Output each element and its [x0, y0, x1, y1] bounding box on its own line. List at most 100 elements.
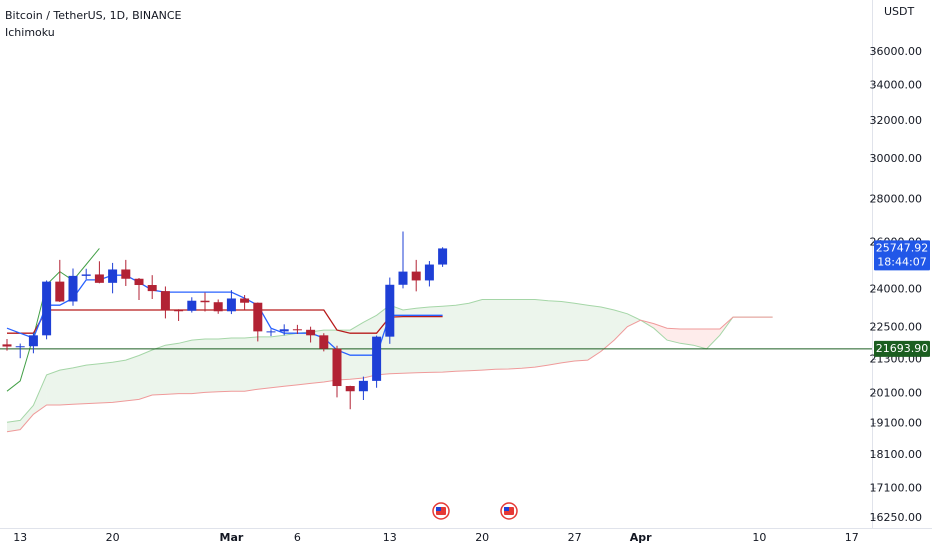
candle-body: [292, 329, 302, 331]
candle-body: [358, 380, 368, 392]
cloud: [482, 299, 496, 371]
event-icons[interactable]: [432, 502, 518, 520]
candle-body: [147, 285, 157, 292]
candle-body: [240, 298, 250, 303]
price-line-label: 21693.90: [876, 342, 929, 355]
cloud: [601, 307, 615, 352]
y-tick-label: 34000.00: [870, 78, 923, 91]
cloud-layer: [7, 299, 733, 432]
x-tick-label: 20: [106, 531, 120, 544]
candle-body: [424, 264, 434, 281]
cloud: [429, 306, 443, 373]
candle-body: [28, 335, 38, 347]
candle-body: [279, 329, 289, 332]
cloud: [535, 299, 549, 368]
candle-body: [345, 386, 355, 392]
cloud: [587, 305, 601, 361]
cloud: [205, 339, 219, 393]
cloud: [561, 301, 575, 363]
candle-body: [134, 278, 144, 286]
y-tick-label: 28000.00: [870, 192, 923, 205]
cloud: [7, 420, 21, 432]
cloud: [680, 329, 694, 346]
cloud: [667, 328, 681, 344]
x-tick-label: 13: [383, 531, 397, 544]
cloud: [218, 338, 232, 392]
cloud: [152, 345, 166, 395]
y-tick-label: 36000.00: [870, 45, 923, 58]
cloud: [627, 313, 641, 327]
candle-layer: [2, 231, 448, 410]
x-tick-label: 27: [568, 531, 582, 544]
y-tick-label: 20100.00: [870, 387, 923, 400]
cloud: [139, 350, 153, 400]
base-line: [7, 309, 443, 334]
cloud: [86, 363, 100, 404]
candle-body: [385, 284, 395, 337]
x-tick-label: 10: [752, 531, 766, 544]
cloud: [125, 355, 139, 401]
candle-body: [94, 274, 104, 283]
leading-span-b: [6, 316, 773, 433]
cloud: [469, 299, 483, 371]
candle-body: [15, 346, 25, 348]
candle-body: [213, 302, 223, 312]
last-price-label: 25747.92: [876, 241, 929, 254]
candle-body: [200, 300, 210, 303]
chart-title: Bitcoin / TetherUS, 1D, BINANCE: [5, 9, 182, 22]
y-tick-label: 16250.00: [870, 511, 923, 524]
cloud: [508, 299, 522, 369]
conversion-line: [6, 274, 443, 356]
candle-body: [187, 300, 197, 311]
y-tick-label: 32000.00: [870, 114, 923, 127]
candle-body: [174, 310, 184, 312]
candle-body: [398, 271, 408, 285]
y-tick-label: 17100.00: [870, 481, 923, 494]
y-tick-label: 19100.00: [870, 416, 923, 429]
cloud: [33, 374, 47, 415]
y-tick-label: 24000.00: [870, 283, 923, 296]
candle-body: [253, 302, 263, 332]
cloud: [403, 308, 417, 374]
candle-body: [306, 329, 316, 336]
cloud: [257, 336, 271, 390]
y-tick-label: 22500.00: [870, 320, 923, 333]
x-tick-label: 6: [294, 531, 301, 544]
axis-layer: 16250.00 17100.00 18100.00 19100.00 20100.00…: [13, 45, 922, 544]
cloud: [244, 336, 258, 392]
cloud: [706, 329, 720, 349]
cloud: [653, 323, 667, 341]
x-tick-label: Apr: [630, 531, 652, 544]
candle-body: [438, 248, 448, 265]
indicator-name: Ichimoku: [5, 26, 55, 39]
lagging-span: [6, 248, 100, 392]
price-line-label-box: [874, 340, 930, 357]
candle-body: [81, 274, 91, 276]
cloud: [548, 300, 562, 366]
x-tick-label: 20: [475, 531, 489, 544]
candle-body: [411, 271, 421, 281]
cloud: [99, 362, 113, 403]
cloud: [297, 331, 311, 385]
flag-canton: [436, 507, 441, 511]
candle-body: [55, 281, 65, 302]
cloud: [191, 339, 205, 394]
candle-body: [2, 344, 12, 347]
candle-body: [42, 281, 52, 336]
candle-body: [332, 348, 342, 387]
candle-body: [160, 291, 170, 311]
candle-body: [266, 331, 276, 333]
candle-body: [226, 298, 236, 312]
cloud: [442, 305, 456, 373]
candle-body: [68, 275, 78, 302]
cloud: [495, 299, 509, 370]
candle-body: [372, 336, 382, 381]
cloud: [416, 307, 430, 373]
flag-canton: [504, 507, 509, 511]
x-tick-label: Mar: [220, 531, 244, 544]
cloud: [112, 360, 126, 403]
cloud: [521, 299, 535, 369]
cloud: [455, 303, 469, 372]
